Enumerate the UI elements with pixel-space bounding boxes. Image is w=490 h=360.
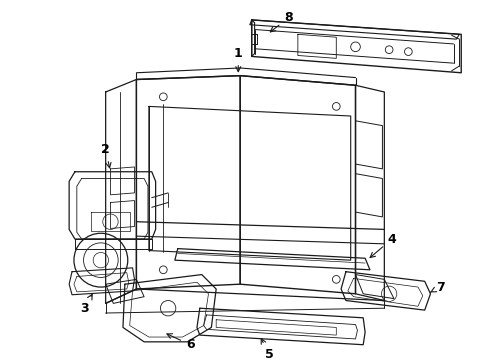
Text: 8: 8 (270, 12, 293, 32)
Text: 3: 3 (80, 294, 92, 315)
Text: 2: 2 (101, 143, 111, 168)
Text: 1: 1 (234, 47, 243, 72)
Text: 5: 5 (261, 339, 273, 360)
Text: 6: 6 (167, 334, 195, 351)
Text: 7: 7 (430, 280, 444, 293)
Text: 4: 4 (370, 233, 396, 257)
